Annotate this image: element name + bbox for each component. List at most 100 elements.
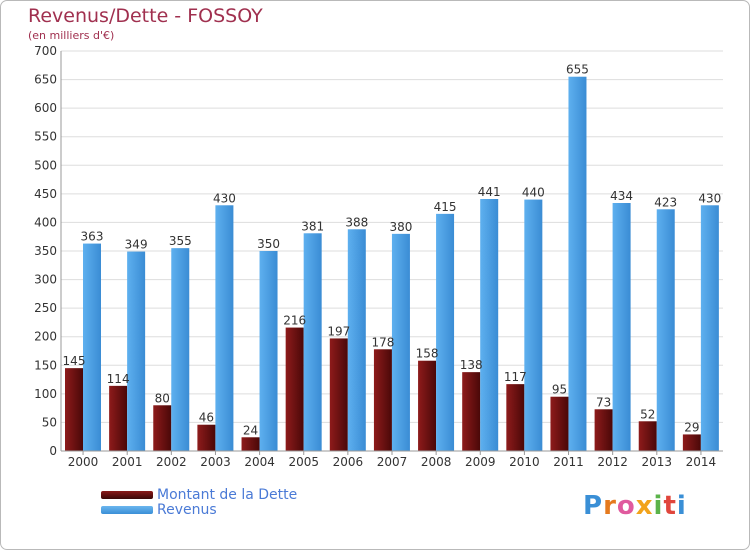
- bar-debt-2014: [682, 434, 701, 451]
- x-tick-label-2007: 2007: [377, 455, 408, 469]
- label-revenue-2014: 430: [698, 191, 721, 205]
- label-revenue-2009: 441: [478, 185, 501, 199]
- bar-revenue-2009: [480, 199, 499, 451]
- y-tick-label: 100: [34, 387, 57, 401]
- y-tick-label: 200: [34, 330, 57, 344]
- x-tick-label-2008: 2008: [421, 455, 452, 469]
- label-debt-2014: 29: [684, 420, 699, 434]
- x-tick-label-2010: 2010: [509, 455, 540, 469]
- bar-debt-2005: [285, 327, 304, 451]
- bar-debt-2013: [638, 421, 657, 451]
- label-debt-2008: 158: [416, 347, 439, 361]
- x-tick-label-2011: 2011: [553, 455, 584, 469]
- bar-revenue-2005: [303, 233, 322, 451]
- label-revenue-2012: 434: [610, 189, 633, 203]
- legend-label-revenue: Revenus: [157, 502, 217, 518]
- label-revenue-2003: 430: [213, 191, 236, 205]
- y-tick-label: 150: [34, 358, 57, 372]
- chart-subtitle: (en milliers d'€): [28, 29, 115, 42]
- bar-debt-2011: [550, 396, 569, 451]
- logo-letter: x: [635, 491, 654, 521]
- label-debt-2002: 80: [155, 391, 170, 405]
- chart-title: Revenus/Dette - FOSSOY: [28, 5, 263, 27]
- label-revenue-2011: 655: [566, 63, 589, 77]
- logo-letter: t: [663, 491, 677, 521]
- bar-revenue-2014: [700, 205, 719, 451]
- label-debt-2001: 114: [107, 372, 130, 386]
- label-debt-2012: 73: [596, 395, 611, 409]
- proxiti-logo: Proxiti: [583, 491, 687, 521]
- x-tick-label-2004: 2004: [244, 455, 275, 469]
- y-tick-label: 450: [34, 187, 57, 201]
- label-debt-2009: 138: [460, 358, 483, 372]
- x-tick-label-2009: 2009: [465, 455, 496, 469]
- label-debt-2003: 46: [199, 411, 214, 425]
- x-tick-label-2002: 2002: [156, 455, 187, 469]
- legend-item-debt: Montant de la Dette: [101, 487, 298, 503]
- legend-item-revenue: Revenus: [101, 502, 217, 518]
- logo-letter: o: [616, 491, 636, 521]
- logo-letter: P: [583, 491, 604, 521]
- label-debt-2006: 197: [327, 324, 350, 338]
- bar-debt-2006: [329, 338, 348, 451]
- logo-letter: r: [603, 491, 617, 521]
- label-revenue-2004: 350: [257, 237, 280, 251]
- label-debt-2011: 95: [552, 383, 567, 397]
- bar-debt-2012: [594, 409, 613, 451]
- y-tick-label: 600: [34, 101, 57, 115]
- label-revenue-2006: 388: [345, 215, 368, 229]
- label-debt-2004: 24: [243, 423, 258, 437]
- legend-swatch-debt: [101, 491, 153, 499]
- bar-debt-2001: [109, 385, 128, 451]
- y-tick-label: 400: [34, 215, 57, 229]
- x-tick-label-2014: 2014: [686, 455, 717, 469]
- y-tick-label: 500: [34, 158, 57, 172]
- label-debt-2005: 216: [283, 314, 306, 328]
- bar-debt-2002: [153, 405, 172, 451]
- x-tick-label-2006: 2006: [333, 455, 364, 469]
- bar-revenue-2001: [127, 251, 146, 451]
- label-debt-2007: 178: [371, 335, 394, 349]
- bar-revenue-2011: [568, 76, 587, 451]
- y-tick-label: 250: [34, 301, 57, 315]
- bar-debt-2010: [506, 384, 525, 451]
- bar-revenue-2003: [215, 205, 234, 451]
- y-tick-label: 50: [42, 415, 57, 429]
- y-tick-label: 0: [49, 444, 57, 458]
- label-revenue-2010: 440: [522, 186, 545, 200]
- y-tick-label: 300: [34, 273, 57, 287]
- x-tick-label-2000: 2000: [68, 455, 99, 469]
- logo-letter: i: [676, 491, 687, 521]
- label-revenue-2013: 423: [654, 195, 677, 209]
- legend-swatch-revenue: [101, 506, 153, 514]
- legend-label-debt: Montant de la Dette: [157, 487, 298, 503]
- x-tick-label-2001: 2001: [112, 455, 143, 469]
- label-revenue-2001: 349: [125, 238, 148, 252]
- label-revenue-2005: 381: [301, 219, 324, 233]
- bar-revenue-2008: [436, 213, 455, 451]
- label-revenue-2007: 380: [389, 220, 412, 234]
- label-debt-2000: 145: [63, 354, 86, 368]
- x-tick-label-2012: 2012: [597, 455, 628, 469]
- bar-debt-2007: [373, 349, 392, 451]
- label-revenue-2000: 363: [81, 230, 104, 244]
- y-tick-label: 700: [34, 44, 57, 58]
- x-tick-label-2005: 2005: [288, 455, 319, 469]
- y-tick-label: 650: [34, 73, 57, 87]
- bar-revenue-2004: [259, 251, 278, 451]
- logo-letter: i: [653, 491, 664, 521]
- bar-revenue-2007: [391, 233, 410, 451]
- bar-revenue-2010: [524, 199, 543, 451]
- bar-revenue-2006: [347, 229, 366, 451]
- bar-revenue-2012: [612, 203, 631, 451]
- bar-debt-2003: [197, 424, 216, 451]
- label-debt-2013: 52: [640, 407, 655, 421]
- x-tick-label-2013: 2013: [642, 455, 673, 469]
- bar-revenue-2002: [171, 248, 190, 451]
- y-tick-label: 550: [34, 130, 57, 144]
- bar-revenue-2000: [83, 243, 101, 451]
- label-revenue-2002: 355: [169, 234, 192, 248]
- bar-debt-2008: [418, 360, 437, 451]
